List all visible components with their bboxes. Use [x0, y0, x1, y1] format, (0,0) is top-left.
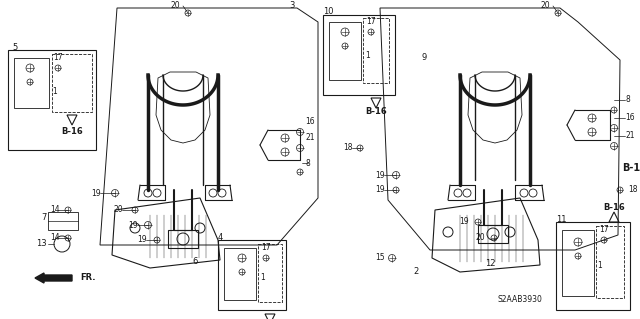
Bar: [478, 225, 508, 243]
Text: 20: 20: [113, 205, 123, 214]
Bar: [363, 18, 389, 83]
Text: 13: 13: [36, 240, 47, 249]
Bar: [48, 212, 78, 230]
Bar: [596, 226, 624, 298]
Text: 8: 8: [306, 159, 310, 167]
FancyArrow shape: [35, 273, 72, 283]
Text: 15: 15: [375, 254, 385, 263]
Text: 14: 14: [50, 205, 60, 214]
Text: 19: 19: [375, 186, 385, 195]
Text: B-16: B-16: [603, 204, 625, 212]
Text: 18: 18: [628, 186, 637, 195]
Text: 5: 5: [12, 42, 17, 51]
Text: 16: 16: [305, 117, 315, 127]
Bar: [329, 22, 361, 80]
Text: 21: 21: [625, 131, 634, 140]
Text: 4: 4: [218, 233, 223, 241]
Text: 19: 19: [459, 218, 469, 226]
Text: 6: 6: [192, 257, 198, 266]
Bar: [323, 15, 395, 95]
Text: 20: 20: [170, 2, 180, 11]
Text: B-16: B-16: [622, 163, 640, 173]
Text: 1: 1: [52, 87, 58, 97]
Bar: [556, 222, 630, 310]
Bar: [168, 230, 198, 248]
Text: 20: 20: [540, 2, 550, 11]
Text: FR.: FR.: [80, 273, 95, 283]
Text: 20: 20: [475, 234, 485, 242]
Text: 19: 19: [137, 235, 147, 244]
Text: 19: 19: [91, 189, 101, 197]
Bar: [52, 54, 92, 112]
Text: B-16: B-16: [365, 108, 387, 116]
Text: 8: 8: [625, 95, 630, 105]
Bar: [14, 58, 49, 108]
Text: 11: 11: [556, 214, 566, 224]
Text: 17: 17: [599, 226, 609, 234]
Text: 2: 2: [413, 268, 419, 277]
Text: B-16: B-16: [61, 128, 83, 137]
Text: 1: 1: [598, 262, 602, 271]
Text: 18: 18: [343, 144, 353, 152]
Text: 17: 17: [53, 54, 63, 63]
Text: 1: 1: [260, 273, 266, 283]
Bar: [562, 230, 594, 296]
Text: 19: 19: [128, 220, 138, 229]
Text: 17: 17: [366, 18, 376, 26]
Text: 7: 7: [42, 213, 47, 222]
Text: 21: 21: [305, 133, 315, 143]
Bar: [8, 50, 96, 150]
Text: 1: 1: [365, 50, 371, 60]
Text: 16: 16: [625, 114, 635, 122]
Bar: [258, 244, 282, 302]
Text: 19: 19: [375, 170, 385, 180]
Text: 3: 3: [290, 2, 295, 11]
Text: 17: 17: [261, 243, 271, 253]
Text: S2AAB3930: S2AAB3930: [497, 295, 543, 305]
Text: 12: 12: [484, 259, 495, 269]
Text: 14: 14: [50, 234, 60, 242]
Text: 10: 10: [323, 8, 333, 17]
Bar: [218, 240, 286, 310]
Bar: [224, 248, 256, 300]
Text: 9: 9: [421, 54, 427, 63]
